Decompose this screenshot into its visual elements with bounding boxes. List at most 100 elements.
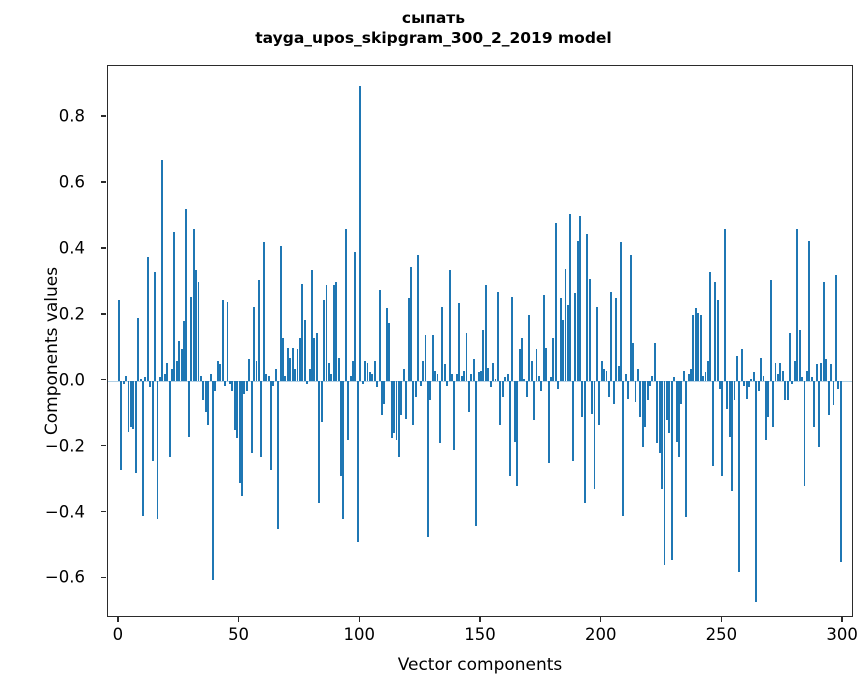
bar: [349, 375, 352, 381]
bar: [400, 380, 403, 416]
bar: [467, 380, 470, 413]
x-tick-mark: [841, 617, 843, 622]
bar: [603, 369, 606, 381]
bar: [813, 380, 816, 427]
bar: [361, 380, 364, 384]
bar: [571, 380, 574, 462]
bar: [542, 295, 545, 381]
bar: [161, 159, 164, 381]
bar: [166, 362, 169, 381]
x-tick-label: 50: [228, 625, 250, 644]
bar: [492, 362, 495, 381]
bar: [719, 380, 721, 389]
bar: [354, 252, 357, 381]
bar: [132, 380, 135, 429]
bar: [581, 380, 584, 417]
x-tick-mark: [237, 617, 240, 622]
bar: [827, 380, 830, 416]
bar: [277, 380, 280, 530]
bar: [426, 380, 429, 538]
bar: [583, 380, 586, 503]
bar: [146, 257, 149, 381]
bar: [139, 379, 142, 381]
bar: [690, 369, 692, 381]
bar: [675, 380, 678, 442]
bar: [694, 308, 697, 381]
bar: [376, 380, 379, 388]
bar: [448, 270, 451, 381]
bar: [149, 380, 152, 388]
bar: [163, 374, 166, 381]
x-tick-mark: [720, 617, 723, 622]
bar: [767, 380, 770, 417]
y-tick-mark: [101, 247, 106, 249]
bar: [656, 380, 659, 444]
bar: [142, 380, 144, 516]
bar: [641, 380, 644, 447]
bar: [774, 362, 777, 381]
bar: [699, 314, 702, 381]
bar: [284, 375, 287, 381]
bar: [670, 380, 673, 561]
bar: [704, 372, 707, 381]
bar: [591, 380, 593, 414]
bar: [796, 229, 799, 381]
bar: [740, 349, 743, 381]
bar: [784, 380, 787, 401]
x-tick-label: 200: [584, 625, 617, 644]
bar: [265, 374, 268, 381]
bar: [419, 380, 422, 386]
bar: [286, 347, 289, 381]
bar: [801, 377, 804, 381]
bar: [154, 271, 157, 381]
bar: [600, 360, 603, 381]
bar: [743, 380, 746, 386]
bar: [595, 306, 598, 381]
bar: [156, 380, 159, 520]
y-tick-mark: [101, 115, 106, 117]
x-tick-label: 250: [705, 625, 738, 644]
bar: [171, 369, 173, 381]
bar: [537, 375, 540, 381]
bar: [122, 380, 125, 384]
bar: [340, 380, 342, 477]
bar: [231, 380, 234, 391]
bar: [535, 349, 538, 381]
bar: [803, 380, 806, 487]
bar: [248, 359, 251, 381]
bar: [632, 342, 635, 381]
bar: [446, 380, 449, 386]
bar: [545, 347, 548, 381]
bar: [562, 319, 565, 381]
bar: [129, 380, 132, 427]
bar: [443, 364, 446, 381]
bar: [639, 380, 642, 417]
bar: [820, 362, 823, 381]
bar: [757, 380, 760, 391]
bar: [243, 380, 246, 394]
bar: [168, 380, 171, 457]
bar: [190, 296, 193, 381]
bar: [547, 380, 550, 464]
y-tick-label: 0.2: [58, 304, 85, 324]
bar: [269, 380, 272, 470]
bar: [151, 380, 154, 462]
bar: [798, 329, 801, 381]
y-tick-label: 0.0: [58, 370, 85, 390]
bar: [554, 222, 557, 381]
bar: [834, 275, 837, 381]
bar: [173, 232, 176, 381]
bar: [325, 285, 328, 381]
bar: [607, 380, 610, 398]
bar: [359, 85, 362, 381]
bar: [716, 299, 719, 381]
bar: [465, 332, 468, 381]
bar: [260, 380, 263, 457]
bar: [658, 380, 661, 454]
bar: [721, 380, 724, 477]
bar: [296, 349, 299, 381]
bar: [383, 380, 386, 404]
bar: [455, 374, 458, 381]
bar: [550, 377, 552, 381]
